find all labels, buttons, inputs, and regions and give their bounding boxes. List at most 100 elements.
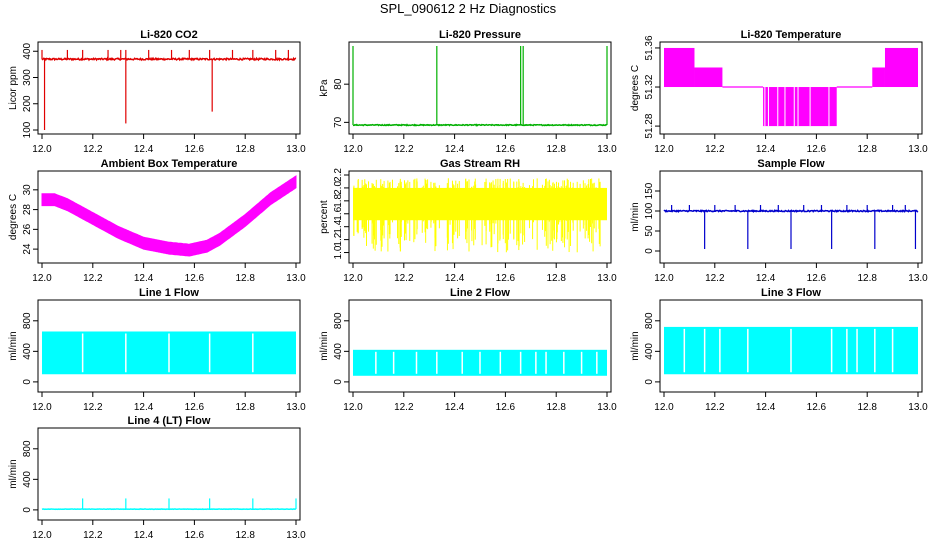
- y-tick-label: 200: [22, 95, 33, 112]
- y-axis-label: ml/min: [630, 202, 641, 231]
- y-tick-label: 800: [22, 312, 33, 329]
- band-segment: [664, 47, 695, 88]
- y-tick-label: 51.32: [644, 74, 655, 99]
- x-tick-label: 13.0: [908, 273, 928, 284]
- chart-title: Line 4 (LT) Flow: [128, 415, 211, 427]
- x-tick-label: 12.6: [496, 273, 516, 284]
- y-axis-label: Licor ppm: [8, 66, 19, 110]
- x-tick-label: 13.0: [597, 273, 617, 284]
- y-tick-label: 300: [22, 69, 33, 86]
- plot-frame: [37, 427, 301, 521]
- plot-frame: [348, 170, 612, 264]
- x-tick-label: 13.0: [286, 530, 306, 540]
- x-tick-label: 12.6: [185, 402, 205, 413]
- y-tick-label: 51.28: [644, 113, 655, 138]
- y-tick-label: 800: [22, 440, 33, 457]
- x-tick-label: 12.2: [394, 402, 414, 413]
- y-tick-label: 100: [644, 202, 655, 219]
- y-tick-label: 80: [333, 78, 344, 90]
- y-axis-label: ml/min: [319, 331, 330, 360]
- plot-frame: [348, 299, 612, 393]
- y-tick-label: 0: [644, 248, 655, 254]
- y-tick-label: 50: [644, 225, 655, 237]
- x-tick-label: 12.6: [496, 402, 516, 413]
- x-tick-label: 12.4: [134, 144, 154, 155]
- y-tick-label: 150: [644, 182, 655, 199]
- series-band: [41, 175, 297, 257]
- x-tick-label: 12.0: [32, 144, 52, 155]
- series-line: [352, 123, 608, 127]
- x-tick-label: 12.8: [235, 530, 255, 540]
- x-tick-label: 12.2: [394, 144, 414, 155]
- plot-frame: [659, 299, 923, 393]
- y-axis-label: ml/min: [630, 331, 641, 360]
- x-tick-label: 12.8: [235, 402, 255, 413]
- x-tick-label: 12.8: [546, 273, 566, 284]
- y-axis-label: ml/min: [8, 459, 19, 488]
- chart-title: Li-820 CO2: [140, 29, 197, 41]
- plot-frame: [659, 41, 923, 135]
- chart-title: Li-820 Pressure: [439, 29, 521, 41]
- x-tick-label: 12.6: [807, 273, 827, 284]
- chart-title: Gas Stream RH: [440, 158, 520, 170]
- figure-title: SPL_090612 2 Hz Diagnostics: [379, 1, 557, 16]
- plot-frame: [37, 170, 301, 264]
- x-tick-label: 12.8: [857, 273, 877, 284]
- y-tick-label: 800: [644, 312, 655, 329]
- x-tick-label: 12.2: [83, 273, 103, 284]
- y-tick-label: 400: [333, 343, 344, 360]
- y-tick-label: 1.6: [333, 206, 344, 220]
- x-tick-label: 12.4: [756, 402, 776, 413]
- y-axis-label: degrees C: [8, 194, 19, 240]
- y-tick-label: 0: [644, 379, 655, 385]
- x-tick-label: 12.0: [343, 402, 363, 413]
- x-tick-label: 12.4: [756, 144, 776, 155]
- chart-title: Line 3 Flow: [761, 287, 821, 299]
- series-line: [41, 56, 297, 62]
- plot-frame: [348, 41, 612, 135]
- x-tick-label: 12.4: [134, 273, 154, 284]
- y-axis-label: kPa: [319, 79, 330, 97]
- x-tick-label: 12.2: [705, 273, 725, 284]
- y-tick-label: 28: [22, 204, 33, 216]
- x-tick-label: 13.0: [908, 402, 928, 413]
- y-tick-label: 400: [22, 42, 33, 59]
- band-segment: [694, 67, 723, 88]
- y-tick-label: 1.2: [333, 232, 344, 246]
- x-tick-label: 12.0: [654, 144, 674, 155]
- x-tick-label: 12.6: [807, 144, 827, 155]
- chart-title: Line 1 Flow: [139, 287, 199, 299]
- x-tick-label: 12.6: [185, 144, 205, 155]
- x-tick-label: 12.6: [496, 144, 516, 155]
- x-tick-label: 12.0: [343, 144, 363, 155]
- x-tick-label: 13.0: [286, 402, 306, 413]
- band-segment: [872, 67, 885, 88]
- x-tick-label: 12.0: [32, 402, 52, 413]
- plot-frame: [37, 41, 301, 135]
- x-tick-label: 12.6: [185, 273, 205, 284]
- plot-frame: [37, 299, 301, 393]
- y-tick-label: 1.0: [333, 245, 344, 259]
- y-tick-label: 400: [22, 471, 33, 488]
- chart-title: Ambient Box Temperature: [101, 158, 238, 170]
- y-tick-label: 51.36: [644, 35, 655, 60]
- chart-panel: Li-820 Pressure 12.0 12.2 12.4 12.6 12.8 13.0 7…: [319, 29, 617, 155]
- chart-panel: Gas Stream RH 12.0 12.2 12.4 12.6 12.8 13.0 1.0…: [319, 158, 617, 284]
- x-tick-label: 12.2: [705, 402, 725, 413]
- y-tick-label: 70: [333, 116, 344, 128]
- x-tick-label: 12.6: [185, 530, 205, 540]
- y-tick-label: 0: [22, 507, 33, 513]
- x-tick-label: 12.8: [235, 144, 255, 155]
- x-tick-label: 12.8: [857, 402, 877, 413]
- x-tick-label: 12.0: [654, 273, 674, 284]
- chart-panel: Line 3 Flow 12.0 12.2 12.4 12.6 12.8 13.0 0 400 8…: [630, 287, 928, 413]
- x-tick-label: 12.8: [546, 402, 566, 413]
- x-tick-label: 13.0: [597, 402, 617, 413]
- x-tick-label: 12.0: [654, 402, 674, 413]
- x-tick-label: 12.0: [343, 273, 363, 284]
- chart-panel: Line 4 (LT) Flow 12.0 12.2 12.4 12.6 12.8 13.0…: [8, 415, 306, 540]
- x-tick-label: 12.4: [756, 273, 776, 284]
- x-tick-label: 13.0: [597, 144, 617, 155]
- y-tick-label: 1.8: [333, 193, 344, 207]
- y-tick-label: 400: [22, 343, 33, 360]
